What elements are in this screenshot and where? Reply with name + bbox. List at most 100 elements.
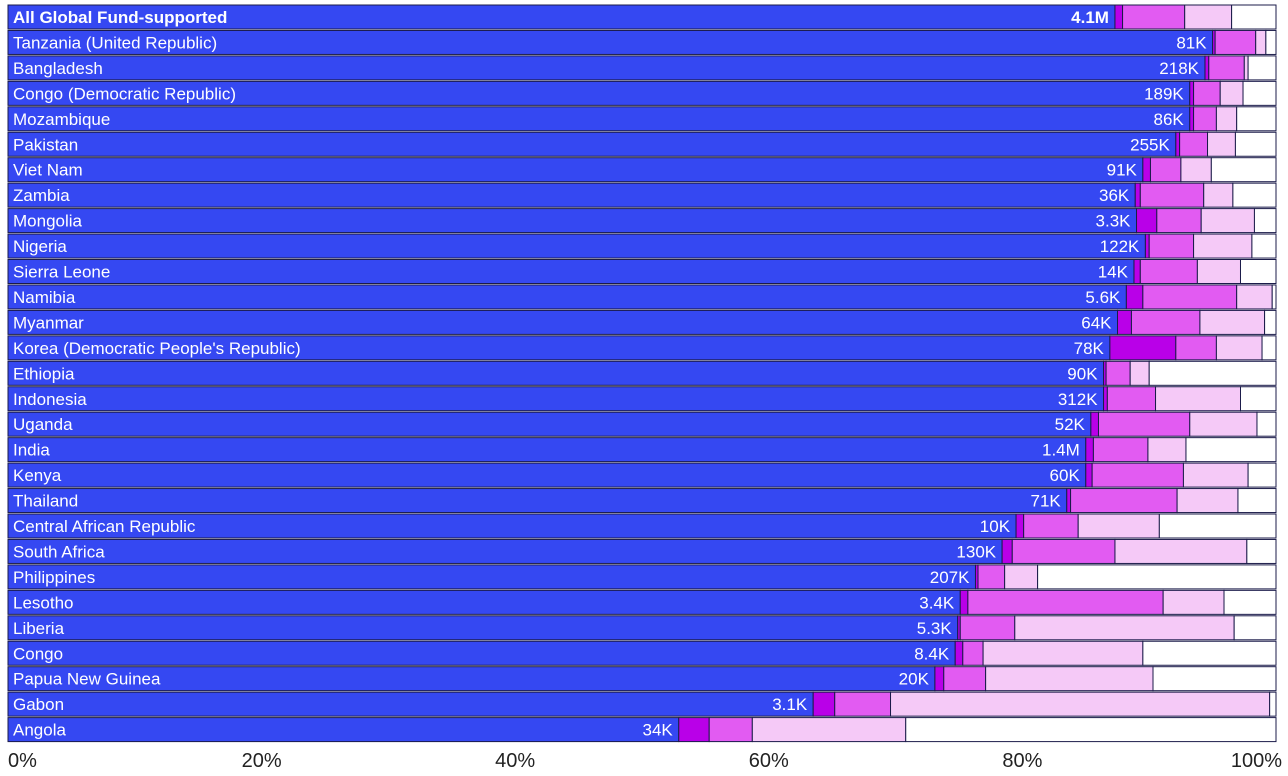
category-label: South Africa bbox=[13, 542, 105, 561]
category-label: Congo bbox=[13, 644, 63, 663]
bar-value-label: 130K bbox=[956, 542, 996, 561]
blue-segment bbox=[7, 80, 1191, 106]
light-pink-segment bbox=[1162, 589, 1225, 615]
purple-segment bbox=[1066, 488, 1072, 514]
bar-row bbox=[7, 615, 1277, 641]
bar-value-label: 36K bbox=[1099, 186, 1130, 205]
blue-segment bbox=[7, 233, 1146, 259]
magenta-segment bbox=[1139, 259, 1198, 284]
white-segment bbox=[1236, 106, 1277, 132]
magenta-segment bbox=[1105, 360, 1131, 386]
bar-row bbox=[7, 360, 1277, 386]
category-label: Viet Nam bbox=[13, 161, 83, 180]
light-pink-segment bbox=[1243, 55, 1249, 81]
light-pink-segment bbox=[1180, 157, 1212, 183]
bar-value-label: 189K bbox=[1144, 84, 1184, 103]
light-pink-segment bbox=[1077, 513, 1160, 539]
light-pink-segment bbox=[1147, 437, 1187, 463]
bar-row bbox=[7, 309, 1277, 335]
white-segment bbox=[1264, 309, 1277, 335]
category-label: Kenya bbox=[13, 466, 62, 485]
white-segment bbox=[1251, 233, 1277, 259]
white-segment bbox=[1037, 564, 1277, 590]
bar-value-label: 34K bbox=[643, 721, 674, 740]
white-segment bbox=[1232, 182, 1277, 208]
purple-segment bbox=[812, 691, 836, 717]
blue-segment bbox=[7, 182, 1136, 208]
purple-segment bbox=[1109, 335, 1177, 361]
magenta-segment bbox=[1023, 513, 1079, 539]
bar-value-label: 60K bbox=[1050, 466, 1081, 485]
category-label: Mongolia bbox=[13, 212, 83, 231]
bar-value-label: 4.1M bbox=[1071, 8, 1109, 27]
blue-segment bbox=[7, 411, 1092, 437]
bar-row-total bbox=[7, 4, 1277, 30]
bar-row bbox=[7, 208, 1277, 234]
light-pink-segment bbox=[1200, 208, 1255, 234]
bar-value-label: 3.1K bbox=[772, 695, 808, 714]
blue-segment bbox=[7, 55, 1206, 81]
purple-segment bbox=[1189, 106, 1195, 132]
bar-value-label: 78K bbox=[1074, 339, 1105, 358]
blue-segment bbox=[7, 640, 956, 666]
bar-row bbox=[7, 29, 1277, 55]
purple-segment bbox=[1204, 55, 1210, 81]
purple-segment bbox=[1015, 513, 1025, 539]
light-pink-segment bbox=[1215, 335, 1263, 361]
white-segment bbox=[1142, 640, 1277, 666]
white-segment bbox=[1148, 360, 1277, 386]
bar-row bbox=[7, 386, 1277, 412]
category-label: Uganda bbox=[13, 415, 73, 434]
bar-row bbox=[7, 691, 1277, 717]
bar-row bbox=[7, 80, 1277, 106]
light-pink-segment bbox=[1129, 360, 1150, 386]
magenta-segment bbox=[1070, 488, 1178, 514]
purple-segment bbox=[1189, 80, 1195, 106]
x-tick-label: 60% bbox=[749, 750, 789, 772]
blue-segment bbox=[7, 589, 961, 615]
light-pink-segment bbox=[1196, 259, 1241, 284]
bar-row bbox=[7, 488, 1277, 514]
blue-segment bbox=[7, 666, 936, 692]
category-label: Papua New Guinea bbox=[13, 670, 161, 689]
white-segment bbox=[905, 717, 1277, 743]
bar-row bbox=[7, 589, 1277, 615]
blue-segment bbox=[7, 131, 1177, 157]
purple-segment bbox=[1133, 259, 1141, 284]
bar-value-label: 255K bbox=[1130, 135, 1170, 154]
light-pink-segment bbox=[751, 717, 907, 743]
light-pink-segment bbox=[890, 691, 1271, 717]
white-segment bbox=[1247, 55, 1277, 81]
magenta-segment bbox=[1091, 462, 1184, 488]
light-pink-segment bbox=[1203, 182, 1234, 208]
magenta-segment bbox=[977, 564, 1006, 590]
bar-value-label: 90K bbox=[1067, 364, 1098, 383]
magenta-segment bbox=[1214, 29, 1257, 55]
purple-segment bbox=[959, 589, 969, 615]
category-label: Nigeria bbox=[13, 237, 67, 256]
white-segment bbox=[1210, 157, 1277, 183]
bar-row bbox=[7, 55, 1277, 81]
bar-row bbox=[7, 640, 1277, 666]
light-pink-segment bbox=[1014, 615, 1235, 641]
purple-segment bbox=[1175, 131, 1181, 157]
category-label: Lesotho bbox=[13, 593, 74, 612]
blue-segment bbox=[7, 4, 1116, 30]
bar-value-label: 1.4M bbox=[1042, 441, 1080, 460]
bar-row bbox=[7, 106, 1277, 132]
bar-value-label: 10K bbox=[980, 517, 1011, 536]
light-pink-segment bbox=[1255, 29, 1267, 55]
magenta-segment bbox=[1208, 55, 1245, 81]
magenta-segment bbox=[1179, 131, 1209, 157]
light-pink-segment bbox=[1236, 284, 1273, 310]
bar-row bbox=[7, 717, 1277, 743]
white-segment bbox=[1271, 284, 1277, 310]
magenta-segment bbox=[1130, 309, 1201, 335]
category-label: Central African Republic bbox=[13, 517, 196, 536]
blue-segment bbox=[7, 717, 680, 743]
purple-segment bbox=[678, 717, 710, 743]
bar-row bbox=[7, 411, 1277, 437]
blue-segment bbox=[7, 437, 1087, 463]
magenta-segment bbox=[1011, 538, 1116, 564]
light-pink-segment bbox=[1219, 80, 1244, 106]
